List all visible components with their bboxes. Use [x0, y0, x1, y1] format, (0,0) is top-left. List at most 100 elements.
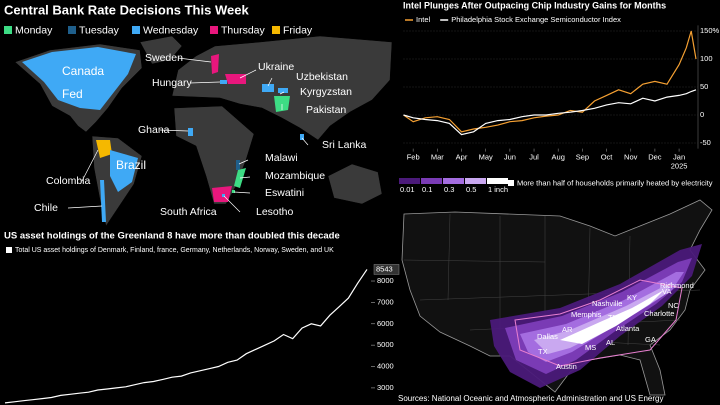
malawi: [236, 160, 240, 170]
legend-swatch: [6, 247, 12, 253]
africa: [173, 105, 255, 205]
country-label: Kyrgyzstan: [300, 86, 352, 98]
state-label: NC: [668, 301, 679, 310]
series-line: [4, 269, 368, 404]
legend-swatch: [272, 26, 280, 34]
country-label: Sweden: [145, 52, 183, 64]
country-label: Colombia: [46, 175, 91, 187]
chile: [100, 180, 106, 222]
legend-label: Total US asset holdings of Denmark, Finl…: [15, 247, 334, 254]
sweden: [211, 54, 219, 74]
scale-label: 1 inch: [488, 185, 508, 194]
legend-label: Friday: [283, 24, 313, 36]
x-tick-label: Oct: [601, 153, 614, 162]
scale-swatch: [399, 178, 420, 184]
state-label: AL: [606, 338, 615, 347]
city-label: Atlanta: [616, 324, 640, 333]
country-label: Ghana: [138, 124, 170, 136]
map-title: Central Bank Rate Decisions This Week: [4, 2, 249, 17]
city-label: Memphis: [571, 310, 602, 319]
x-tick-label: Feb: [407, 153, 420, 162]
chart-title: Intel Plunges After Outpacing Chip Indus…: [403, 0, 666, 10]
uzbekistan: [262, 84, 274, 92]
snow-band: [560, 290, 664, 344]
x-tick-label: Jan: [673, 153, 685, 162]
state-label: MS: [585, 343, 596, 352]
state-label: TN: [608, 313, 618, 322]
city-label: Austin: [556, 362, 577, 371]
us-map: Richmond Nashville KY VA NC Charlotte Me…: [398, 199, 713, 403]
city-label: Nashville: [592, 299, 622, 308]
y-tick-label: 50: [700, 82, 708, 91]
leader-lines: [67, 57, 309, 213]
legend-label: Intel: [416, 15, 431, 24]
chart-title: US asset holdings of the Greenland 8 hav…: [4, 231, 340, 242]
series-line: [403, 30, 697, 133]
country-label: Ukraine: [258, 61, 294, 73]
x-tick-label: Dec: [648, 153, 662, 162]
y-tick-label: 100: [700, 54, 713, 63]
scale-swatch: [487, 178, 508, 184]
y-tick-label: 5000: [377, 340, 394, 349]
colombia: [96, 140, 112, 158]
state-label: VA: [662, 287, 671, 296]
brazil: [110, 150, 138, 192]
x-tick-label: Nov: [624, 153, 638, 162]
series-line: [403, 89, 697, 136]
legend-label: Monday: [15, 24, 53, 36]
eswatini: [232, 190, 235, 193]
legend-swatch: [4, 26, 12, 34]
y-tick-label: 6000: [377, 319, 394, 328]
x-tick-label: Aug: [552, 153, 565, 162]
snow-band: [534, 282, 672, 354]
x-tick-label: Jul: [529, 153, 539, 162]
country-label: Canada: [62, 64, 104, 78]
end-label: 8543: [376, 264, 393, 273]
x-annotation: 2025: [671, 162, 688, 171]
electric-heat-region: [514, 279, 683, 367]
country-label: Malawi: [265, 152, 298, 164]
country-label: Uzbekistan: [296, 71, 348, 83]
country-label: Fed: [62, 87, 83, 101]
city-label: Richmond: [660, 281, 694, 290]
y-tick-label: -50: [700, 138, 711, 147]
scale-label: 0.3: [444, 185, 454, 194]
y-tick-label: 7000: [377, 297, 394, 306]
x-tick-label: Sep: [576, 153, 589, 162]
country-label: Brazil: [116, 158, 146, 172]
scale-swatch: [421, 178, 442, 184]
state-label: GA: [645, 335, 656, 344]
ukraine: [225, 74, 246, 84]
legend-label: Wednesday: [143, 24, 199, 36]
us-outline: [401, 199, 713, 396]
world-map: Central Bank Rate Decisions This Week Ca…: [4, 2, 393, 227]
country-label: Lesotho: [256, 206, 294, 218]
scale-label: 0.5: [466, 185, 476, 194]
country-label: Chile: [34, 202, 58, 214]
state-label: KY: [627, 293, 637, 302]
y-tick-label: 0: [700, 110, 704, 119]
legend-label: Thursday: [221, 24, 266, 36]
country-label: Sri Lanka: [322, 139, 367, 151]
scale-swatch: [443, 178, 464, 184]
country-label: Mozambique: [265, 170, 325, 182]
city-label: Dallas: [537, 332, 558, 341]
scale-swatch: [465, 178, 486, 184]
scale-label: 0.01: [400, 185, 415, 194]
end-label-box: [373, 264, 400, 275]
x-tick-label: Mar: [431, 153, 444, 162]
legend-swatch: [210, 26, 218, 34]
legend-swatch: [132, 26, 140, 34]
x-tick-label: Apr: [456, 153, 468, 162]
hungary: [220, 80, 227, 84]
country-label: Pakistan: [306, 104, 346, 116]
legend-label: Philadelphia Stock Exchange Semiconducto…: [451, 15, 621, 24]
kyrgyzstan: [278, 88, 288, 93]
x-tick-label: May: [479, 153, 493, 162]
australia: [327, 163, 383, 205]
y-tick-label: 150%: [700, 26, 720, 35]
y-tick-label: 3000: [377, 383, 394, 392]
country-label: South Africa: [160, 206, 217, 218]
legend-label: Tuesday: [79, 24, 120, 36]
